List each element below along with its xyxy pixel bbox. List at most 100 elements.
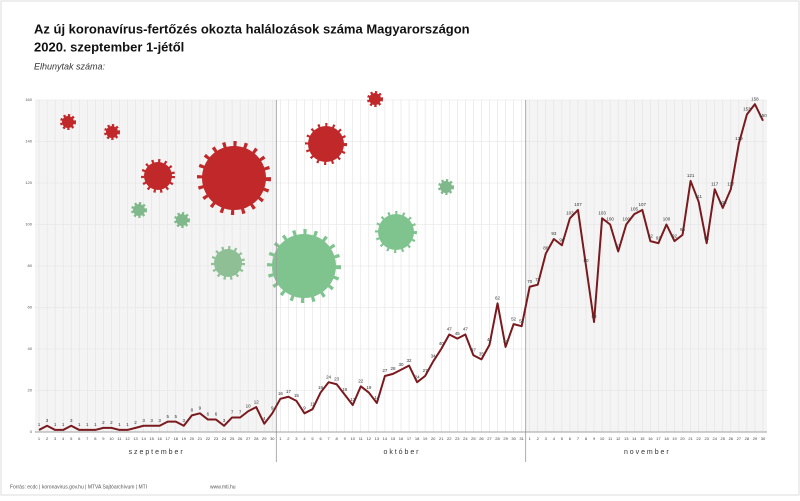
data-label: 17 [286,389,292,394]
virus-icon [211,246,245,280]
data-label: 3 [142,418,145,423]
x-tick-label: 29 [753,436,758,441]
data-label: 27 [423,368,429,373]
data-label: 15 [294,393,300,398]
x-tick-label: 5 [311,436,314,441]
y-tick-label: 0 [30,429,33,434]
x-tick-label: 28 [254,436,259,441]
data-label: 3 [158,418,161,423]
x-tick-label: 15 [640,436,645,441]
y-tick-label: 140 [25,139,32,144]
data-label: 5 [175,414,178,419]
virus-icon [141,159,175,193]
x-tick-label: 28 [495,436,500,441]
x-tick-label: 23 [704,436,709,441]
x-tick-label: 4 [62,436,65,441]
data-label: 6 [215,412,218,417]
data-label: 153 [743,107,751,112]
data-label: 52 [511,316,517,321]
x-tick-label: 21 [688,436,693,441]
website: www.mti.hu [210,484,236,490]
data-label: 18 [342,387,348,392]
x-tick-label: 17 [407,436,412,441]
virus-icon [104,124,120,140]
x-tick-label: 19 [182,436,187,441]
data-label: 103 [598,210,606,215]
virus-icon [174,212,190,228]
data-label: 90 [559,237,565,242]
data-label: 47 [447,327,453,332]
data-label: 111 [695,194,702,199]
x-tick-label: 13 [133,436,138,441]
data-label: 27 [382,368,388,373]
virus-icon [267,229,341,303]
x-tick-label: 6 [319,436,322,441]
virus-decoration [60,91,454,303]
x-tick-label: 7 [327,436,330,441]
data-label: 100 [606,217,614,222]
x-tick-label: 23 [455,436,460,441]
data-label: 14 [374,395,380,400]
chart-title: Az új koronavírus-fertőzés okozta halálo… [34,21,470,36]
data-label: 1 [94,422,97,427]
x-tick-label: 6 [78,436,81,441]
x-tick-label: 27 [737,436,742,441]
data-label: 92 [648,233,654,238]
data-label: 100 [622,217,630,222]
data-label: 105 [631,206,639,211]
data-label: 95 [680,227,686,232]
x-tick-label: 2 [537,436,540,441]
month-label: s z e p t e m b e r [129,449,184,456]
x-tick-label: 3 [295,436,298,441]
data-label: 100 [663,217,671,222]
x-tick-label: 11 [608,436,613,441]
virus-icon [60,114,76,130]
x-tick-label: 30 [511,436,516,441]
x-tick-label: 25 [721,436,726,441]
y-tick-label: 80 [28,263,33,268]
month-label: n o v e m b e r [624,449,669,456]
x-tick-label: 30 [761,436,766,441]
x-tick-label: 20 [190,436,195,441]
x-tick-label: 16 [648,436,653,441]
y-tick-label: 40 [28,346,33,351]
y-tick-label: 100 [25,222,32,227]
data-label: 11 [310,401,315,406]
x-tick-label: 5 [561,436,564,441]
x-tick-label: 13 [624,436,629,441]
data-label: 10 [246,403,252,408]
x-tick-label: 2 [287,436,290,441]
data-label: 16 [278,391,284,396]
x-tick-label: 23 [214,436,219,441]
data-label: 92 [672,233,678,238]
virus-icon [438,179,454,195]
data-label: 34 [431,354,437,359]
data-label: 5 [166,414,169,419]
x-tick-label: 19 [672,436,677,441]
x-tick-label: 1 [38,436,41,441]
x-tick-label: 4 [303,436,306,441]
x-tick-label: 10 [109,436,114,441]
x-tick-label: 24 [222,436,227,441]
data-label: 87 [616,244,622,249]
x-tick-label: 19 [423,436,428,441]
x-tick-label: 27 [246,436,251,441]
month-label: o k t ó b e r [383,449,419,456]
data-label: 19 [318,385,324,390]
x-tick-label: 30 [270,436,275,441]
x-tick-label: 25 [471,436,476,441]
data-label: 150 [759,113,767,118]
data-label: 1 [62,422,65,427]
data-label: 117 [727,181,735,186]
x-tick-label: 18 [415,436,420,441]
x-tick-label: 12 [125,436,130,441]
x-tick-label: 20 [431,436,436,441]
data-label: 2 [102,420,105,425]
data-label: 51 [519,318,525,323]
x-tick-label: 7 [86,436,89,441]
data-label: 9 [271,406,274,411]
data-label: 13 [350,397,356,402]
x-tick-label: 12 [367,436,372,441]
x-tick-label: 7 [577,436,580,441]
x-tick-label: 29 [262,436,267,441]
